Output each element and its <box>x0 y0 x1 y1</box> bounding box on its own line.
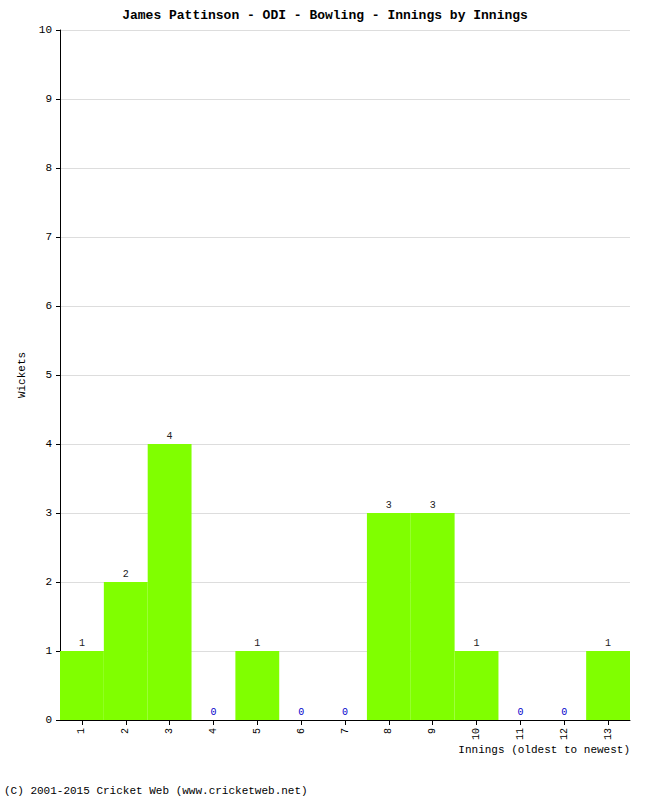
svg-text:1: 1 <box>45 645 52 657</box>
svg-text:1: 1 <box>605 638 611 649</box>
svg-text:3: 3 <box>386 500 392 511</box>
svg-text:11: 11 <box>515 728 526 740</box>
svg-text:0: 0 <box>342 707 348 718</box>
svg-text:1: 1 <box>474 638 480 649</box>
svg-text:7: 7 <box>45 231 52 243</box>
svg-text:8: 8 <box>383 728 394 734</box>
svg-text:5: 5 <box>252 728 263 734</box>
svg-text:9: 9 <box>45 93 52 105</box>
svg-text:(C) 2001-2015 Cricket Web (www: (C) 2001-2015 Cricket Web (www.cricketwe… <box>4 785 308 797</box>
svg-text:4: 4 <box>45 438 52 450</box>
svg-text:6: 6 <box>45 300 52 312</box>
svg-text:3: 3 <box>45 507 52 519</box>
svg-text:0: 0 <box>210 707 216 718</box>
svg-text:Wickets: Wickets <box>16 352 28 398</box>
svg-text:0: 0 <box>517 707 523 718</box>
svg-text:1: 1 <box>76 728 87 734</box>
svg-text:0: 0 <box>561 707 567 718</box>
svg-text:3: 3 <box>164 728 175 734</box>
svg-text:6: 6 <box>296 728 307 734</box>
svg-text:9: 9 <box>427 728 438 734</box>
svg-text:13: 13 <box>603 728 614 740</box>
svg-text:1: 1 <box>254 638 260 649</box>
svg-text:4: 4 <box>167 431 173 442</box>
svg-text:0: 0 <box>298 707 304 718</box>
svg-text:8: 8 <box>45 162 52 174</box>
svg-text:10: 10 <box>39 24 52 36</box>
svg-text:3: 3 <box>430 500 436 511</box>
svg-text:2: 2 <box>45 576 52 588</box>
svg-text:2: 2 <box>120 728 131 734</box>
svg-text:Innings (oldest to newest): Innings (oldest to newest) <box>458 744 630 756</box>
svg-text:0: 0 <box>45 714 52 726</box>
svg-text:7: 7 <box>340 728 351 734</box>
svg-text:10: 10 <box>471 728 482 740</box>
svg-text:James Pattinson - ODI - Bowlin: James Pattinson - ODI - Bowling - Inning… <box>122 8 528 23</box>
svg-text:12: 12 <box>559 728 570 740</box>
svg-text:4: 4 <box>208 728 219 734</box>
svg-text:2: 2 <box>123 569 129 580</box>
svg-text:1: 1 <box>79 638 85 649</box>
svg-text:5: 5 <box>45 369 52 381</box>
